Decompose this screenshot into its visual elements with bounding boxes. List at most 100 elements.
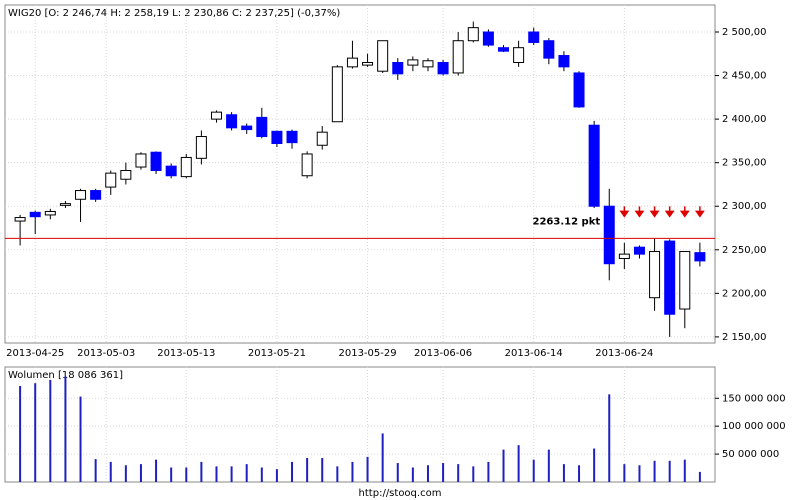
x-tick-label: 2013-05-13 <box>157 348 215 359</box>
volume-bar <box>396 463 399 482</box>
volume-bar <box>351 461 354 482</box>
candle-body <box>633 246 645 255</box>
candle-body <box>44 210 56 216</box>
x-tick-label: 2013-05-29 <box>338 348 396 359</box>
y-tick-label: 100 000 000 <box>722 421 786 432</box>
candle-body <box>105 172 117 188</box>
volume-bar <box>487 461 490 482</box>
candle-body <box>528 31 540 43</box>
volume-bar <box>426 465 429 482</box>
candle-body <box>649 251 661 299</box>
candle-body <box>286 130 298 144</box>
candle-body <box>14 217 26 222</box>
candle-body <box>664 240 676 315</box>
volume-title: Wolumen [18 086 361] <box>8 370 123 381</box>
signal-arrow <box>664 206 675 218</box>
candle-body <box>256 116 268 138</box>
volume-frame <box>4 366 716 483</box>
volume-bar <box>411 467 414 482</box>
candle-body <box>316 131 328 146</box>
volume-bar <box>366 456 369 482</box>
volume-bar <box>260 467 263 482</box>
volume-bar <box>698 471 701 482</box>
volume-bar <box>336 466 339 482</box>
candle-body <box>135 153 147 168</box>
candle-body <box>301 153 313 177</box>
volume-bar <box>578 465 581 482</box>
y-tick-label: 2 200,00 <box>722 288 767 299</box>
volume-bar <box>215 466 218 482</box>
y-tick-label: 2 350,00 <box>722 158 767 169</box>
y-tick-label: 2 250,00 <box>722 245 767 256</box>
volume-bar <box>442 463 445 482</box>
candle-body <box>90 190 102 200</box>
signal-arrow <box>694 206 705 218</box>
volume-bar <box>517 445 520 482</box>
candle-body <box>210 111 222 120</box>
volume-bar <box>185 467 188 482</box>
candle-body <box>150 151 162 172</box>
volume-bar <box>49 379 52 482</box>
volume-bar <box>547 449 550 482</box>
signal-arrow <box>679 206 690 218</box>
x-tick-label: 2013-04-25 <box>6 348 64 359</box>
price-frame <box>4 4 716 344</box>
candle-body <box>422 60 434 68</box>
volume-bar <box>124 465 127 482</box>
candle-body <box>241 125 253 131</box>
candle-body <box>573 72 585 108</box>
candle-body <box>452 40 464 74</box>
candle-body <box>437 61 449 75</box>
volume-bar <box>381 433 384 482</box>
candle-body <box>362 61 374 66</box>
volume-bar <box>109 461 112 482</box>
y-tick-label: 2 300,00 <box>722 201 767 212</box>
volume-bar <box>623 464 626 482</box>
candle-body <box>482 31 494 46</box>
candle-body <box>467 27 479 42</box>
candle-body <box>271 130 283 145</box>
candle-body <box>498 47 510 52</box>
y-tick-label: 2 150,00 <box>722 332 767 343</box>
volume-bar <box>19 385 22 482</box>
y-tick-label: 2 400,00 <box>722 114 767 125</box>
signal-arrow <box>649 206 660 218</box>
volume-bar <box>34 383 37 482</box>
candle-body <box>603 205 615 265</box>
volume-bar <box>306 457 309 482</box>
annotation-label: 2263.12 pkt <box>533 216 601 227</box>
volume-bar <box>683 459 686 482</box>
candle-body <box>59 203 71 206</box>
candle-body <box>543 40 555 59</box>
volume-bar <box>608 394 611 482</box>
volume-bar <box>321 457 324 482</box>
x-tick-label: 2013-06-06 <box>414 348 472 359</box>
signal-arrow <box>634 206 645 218</box>
candle-body <box>346 57 358 68</box>
volume-bar <box>200 461 203 482</box>
candle-body <box>226 114 238 129</box>
volume-bar <box>155 459 158 482</box>
candle-body <box>558 55 570 68</box>
volume-bar <box>562 464 565 482</box>
volume-bar <box>275 469 278 482</box>
candle-body <box>588 124 600 207</box>
candle-body <box>195 136 207 159</box>
footer: http://stooq.com <box>359 488 442 499</box>
candle-body <box>694 252 706 262</box>
candle-body <box>75 190 87 200</box>
volume-bar <box>593 448 596 482</box>
candle-body <box>180 156 192 178</box>
candle-body <box>165 165 177 177</box>
x-tick-label: 2013-05-21 <box>248 348 306 359</box>
volume-bar <box>79 396 82 482</box>
volume-bar <box>457 464 460 482</box>
volume-bar <box>170 467 173 482</box>
volume-bar <box>668 460 671 482</box>
candle-body <box>120 170 132 180</box>
volume-bar <box>532 459 535 482</box>
candle-body <box>331 66 343 123</box>
candle-body <box>679 251 691 310</box>
signal-arrow <box>619 206 630 218</box>
